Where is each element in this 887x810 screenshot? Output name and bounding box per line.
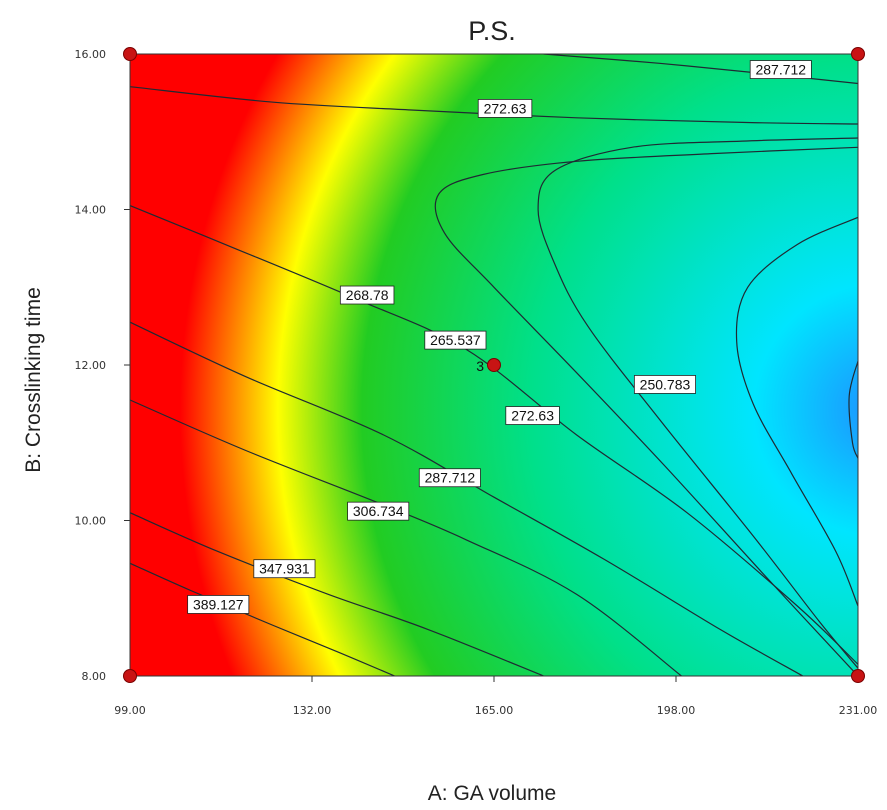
contour-label: 268.78 [339, 285, 395, 305]
contour-line [130, 562, 395, 676]
contour-label: 306.734 [347, 501, 410, 521]
y-tick-label: 10.00 [75, 515, 107, 528]
contour-label-box [418, 468, 481, 488]
contour-line [543, 54, 858, 85]
contour-line [130, 399, 682, 676]
design-point [487, 358, 501, 372]
design-point [123, 669, 137, 683]
contour-label: 287.712 [418, 468, 481, 488]
x-tick-label: 132.00 [293, 704, 332, 717]
contour-label: 389.127 [187, 595, 250, 614]
contour-label-text: 265.537 [430, 332, 481, 348]
y-tick-label: 16.00 [75, 48, 107, 61]
x-axis: 99.00 132.00 165.00 198.00 231.00 [114, 676, 877, 717]
contour-label-text: 272.63 [484, 100, 527, 116]
contour-label-text: 287.712 [425, 470, 476, 486]
contour-label-box [339, 285, 395, 305]
design-point [851, 669, 865, 683]
design-point [851, 47, 865, 61]
contour-line [434, 146, 858, 676]
contour-label-box [253, 559, 316, 579]
y-axis-label: B: Crosslinking time [22, 287, 45, 473]
contour-label: 250.783 [633, 375, 696, 394]
contour-label: 272.63 [477, 99, 533, 118]
x-axis-label: A: GA volume [428, 782, 556, 805]
contour-label-text: 287.712 [755, 62, 806, 78]
contour-line [848, 360, 858, 459]
contour-label-text: 389.127 [193, 596, 244, 612]
contour-label: 265.537 [424, 330, 487, 350]
contour-label-box [749, 60, 812, 79]
contour-label-text: 268.78 [346, 287, 389, 303]
design-point [123, 47, 137, 61]
contour-label-text: 306.734 [353, 503, 404, 519]
contour-label: 347.931 [253, 559, 316, 579]
contour-label-box [424, 330, 487, 350]
chart-title: P.S. [468, 16, 516, 46]
x-tick-label: 165.00 [475, 704, 514, 717]
contour-label-box [505, 406, 560, 425]
contour-line [130, 321, 804, 676]
contour-label-box [347, 501, 410, 521]
design-point-label: 3 [476, 358, 484, 374]
contour-label-box [477, 99, 533, 118]
design-points: 3 [123, 47, 865, 683]
contour-labels: 287.712 272.63 272.63 268.78 265.537 250.783 2… [187, 60, 812, 614]
y-tick-label: 12.00 [75, 359, 107, 372]
y-tick-label: 14.00 [75, 204, 107, 217]
x-tick-label: 231.00 [839, 704, 878, 717]
contour-label-text: 250.783 [640, 376, 691, 392]
contour-line [537, 137, 858, 669]
y-axis: 8.00 10.00 12.00 14.00 16.00 [75, 48, 130, 683]
y-tick-label: 8.00 [82, 670, 107, 683]
contour-line [130, 512, 544, 676]
x-tick-label: 99.00 [114, 704, 146, 717]
contour-label-box [633, 375, 696, 394]
contour-label: 272.63 [505, 406, 560, 425]
contour-label-text: 272.63 [511, 408, 554, 424]
contour-line [735, 216, 858, 607]
contour-label: 287.712 [749, 60, 812, 79]
contour-label-box [187, 595, 250, 614]
contour-label-text: 347.931 [259, 561, 310, 577]
x-tick-label: 198.00 [657, 704, 696, 717]
